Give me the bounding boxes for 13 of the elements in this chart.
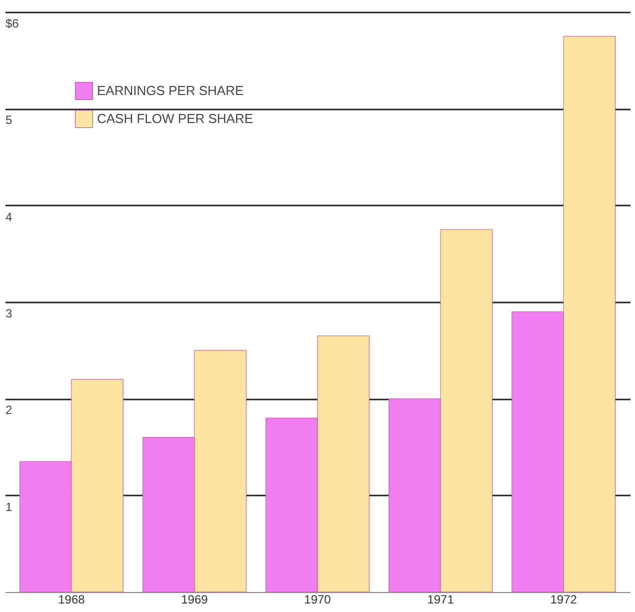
x-tick-label: 1968: [58, 592, 86, 606]
y-tick-label: 3: [6, 306, 12, 320]
x-tick-label: 1970: [304, 592, 332, 606]
x-tick-label: 1969: [181, 592, 208, 606]
x-tick-label: 1971: [427, 592, 454, 606]
x-tick-label: 1972: [550, 592, 578, 606]
y-tick-label: $6: [6, 16, 20, 30]
y-tick-label: 2: [6, 403, 12, 418]
y-tick-label: 5: [6, 113, 12, 128]
y-tick-label: 4: [6, 210, 12, 224]
legend-label: CASH FLOW PER SHARE: [97, 111, 254, 126]
y-tick-label: 1: [6, 500, 12, 514]
legend-label: EARNINGS PER SHARE: [97, 83, 244, 98]
